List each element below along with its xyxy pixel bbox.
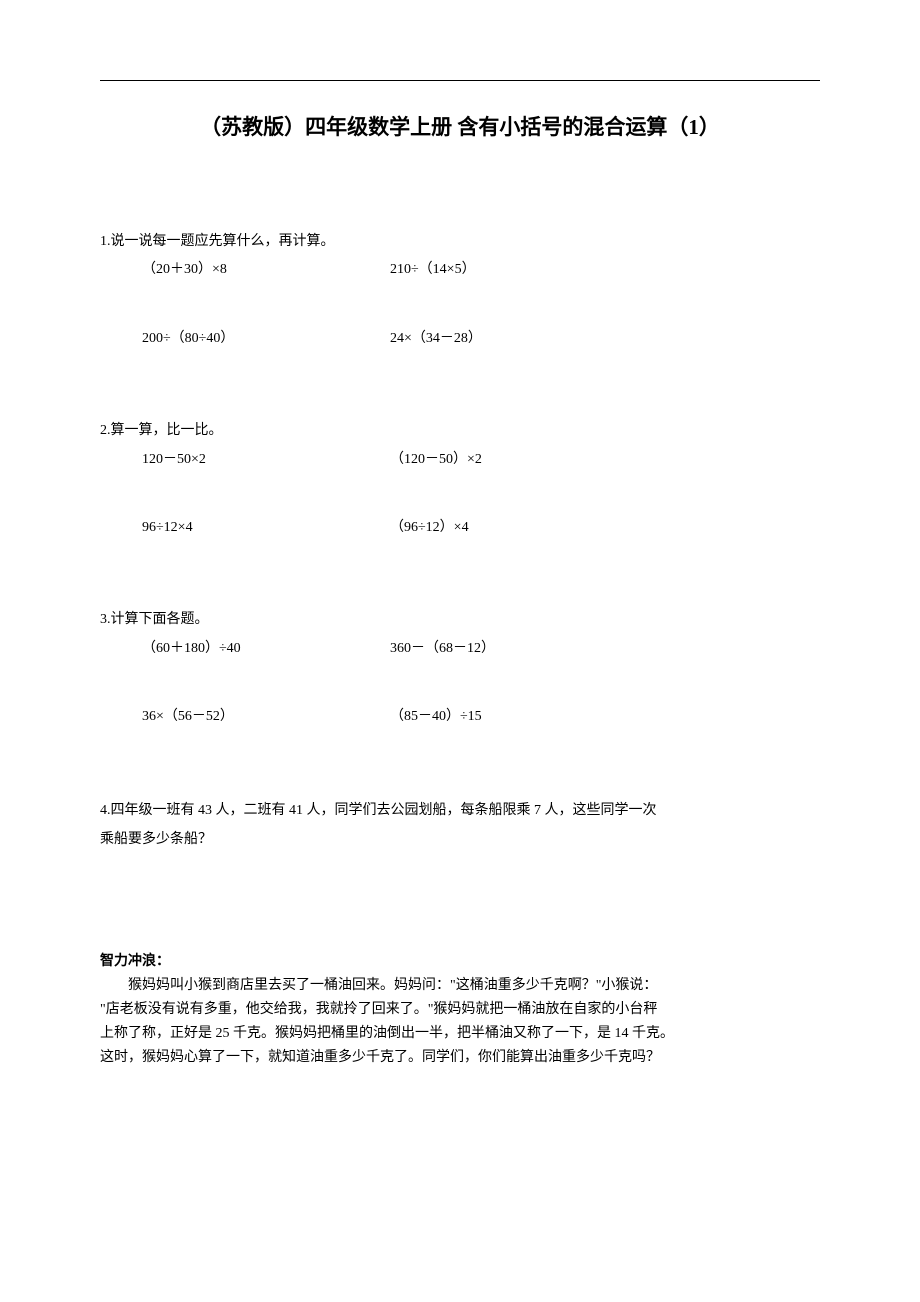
q3-row2-right: （85－40）÷15	[390, 706, 482, 728]
q1-row1-left: （20＋30）×8	[100, 259, 390, 281]
question-2: 2.算一算，比一比。 120－50×2 （120－50）×2 96÷12×4 （…	[100, 420, 820, 539]
q2-row2-right: （96÷12）×4	[390, 517, 469, 539]
q3-row2: 36×（56－52） （85－40）÷15	[100, 706, 820, 728]
bonus-section: 智力冲浪： 猴妈妈叫小猴到商店里去买了一桶油回来。妈妈问："这桶油重多少千克啊？…	[100, 950, 820, 1069]
q1-row1-right: 210÷（14×5）	[390, 259, 476, 281]
q3-row2-left: 36×（56－52）	[100, 706, 390, 728]
spacer	[100, 557, 820, 609]
spacer	[100, 477, 820, 517]
q1-row2-right: 24×（34－28）	[390, 328, 482, 350]
spacer	[100, 747, 820, 799]
q1-prompt: 1.说一说每一题应先算什么，再计算。	[100, 231, 820, 253]
question-3: 3.计算下面各题。 （60＋180）÷40 360－（68－12） 36×（56…	[100, 609, 820, 728]
q2-row2-left: 96÷12×4	[100, 517, 390, 539]
spacer	[100, 368, 820, 420]
q3-row1: （60＋180）÷40 360－（68－12）	[100, 638, 820, 660]
question-4: 4.四年级一班有 43 人，二班有 41 人，同学们去公园划船，每条船限乘 7 …	[100, 799, 820, 853]
bonus-p2: "店老板没有说有多重，他交给我，我就拎了回来了。"猴妈妈就把一桶油放在自家的小台…	[100, 998, 820, 1022]
question-1: 1.说一说每一题应先算什么，再计算。 （20＋30）×8 210÷（14×5） …	[100, 231, 820, 350]
q2-row1: 120－50×2 （120－50）×2	[100, 449, 820, 471]
page-title: （苏教版）四年级数学上册 含有小括号的混合运算（1）	[100, 111, 820, 141]
q2-row1-left: 120－50×2	[100, 449, 390, 471]
spacer	[100, 288, 820, 328]
q3-prompt: 3.计算下面各题。	[100, 609, 820, 631]
spacer	[100, 666, 820, 706]
q4-line2: 乘船要多少条船？	[100, 828, 820, 852]
bonus-heading: 智力冲浪：	[100, 950, 820, 970]
q3-row1-right: 360－（68－12）	[390, 638, 495, 660]
horizontal-rule	[100, 80, 820, 81]
spacer	[100, 870, 820, 950]
q2-row2: 96÷12×4 （96÷12）×4	[100, 517, 820, 539]
q1-row2: 200÷（80÷40） 24×（34－28）	[100, 328, 820, 350]
bonus-p4: 这时，猴妈妈心算了一下，就知道油重多少千克了。同学们，你们能算出油重多少千克吗？	[100, 1046, 820, 1070]
q2-prompt: 2.算一算，比一比。	[100, 420, 820, 442]
bonus-p3: 上称了称，正好是 25 千克。猴妈妈把桶里的油倒出一半，把半桶油又称了一下，是 …	[100, 1022, 820, 1046]
q2-row1-right: （120－50）×2	[390, 449, 482, 471]
bonus-p1: 猴妈妈叫小猴到商店里去买了一桶油回来。妈妈问："这桶油重多少千克啊？"小猴说：	[100, 974, 820, 998]
q1-row2-left: 200÷（80÷40）	[100, 328, 390, 350]
q4-line1: 4.四年级一班有 43 人，二班有 41 人，同学们去公园划船，每条船限乘 7 …	[100, 799, 820, 823]
q3-row1-left: （60＋180）÷40	[100, 638, 390, 660]
q1-row1: （20＋30）×8 210÷（14×5）	[100, 259, 820, 281]
